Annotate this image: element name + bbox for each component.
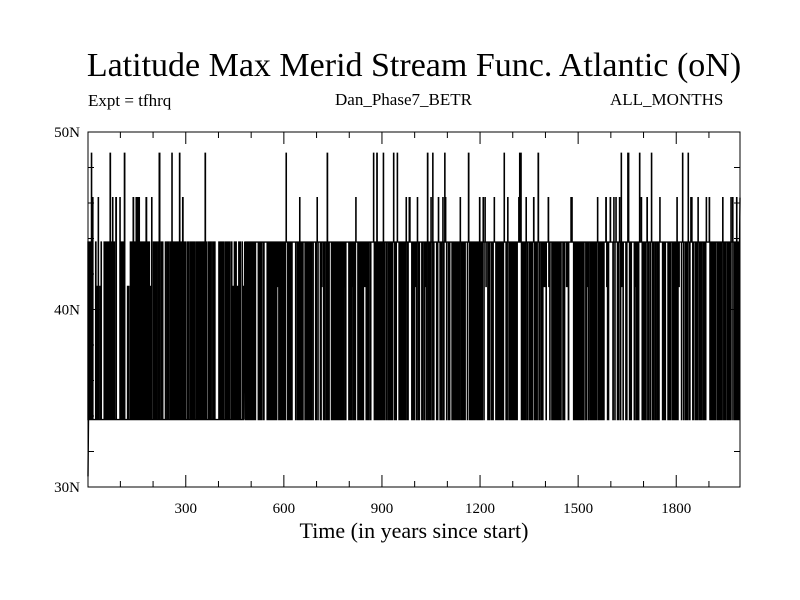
- x-tick-label: 1800: [661, 501, 691, 517]
- axis-ticks: 300 600 900 1200 1500 1800 30N 40N 50N: [54, 125, 740, 517]
- chart-title: Latitude Max Merid Stream Func. Atlantic…: [86, 47, 742, 84]
- series-line: [87, 152, 741, 477]
- chart-subtitle: Dan_Phase7_BETR: [335, 90, 472, 109]
- y-tick-label: 50N: [54, 125, 80, 141]
- x-axis-label: Time (in years since start): [299, 518, 529, 543]
- y-tick-label: 30N: [54, 480, 80, 496]
- x-tick-label: 1200: [465, 501, 495, 517]
- x-tick-label: 600: [273, 501, 296, 517]
- series-line-group: [87, 152, 741, 477]
- x-tick-label: 900: [371, 501, 394, 517]
- x-tick-label: 300: [175, 501, 198, 517]
- x-tick-label: 1500: [563, 501, 593, 517]
- experiment-label: Expt = tfhrq: [88, 91, 172, 110]
- y-tick-label: 40N: [54, 303, 80, 319]
- season-label: ALL_MONTHS: [610, 90, 724, 109]
